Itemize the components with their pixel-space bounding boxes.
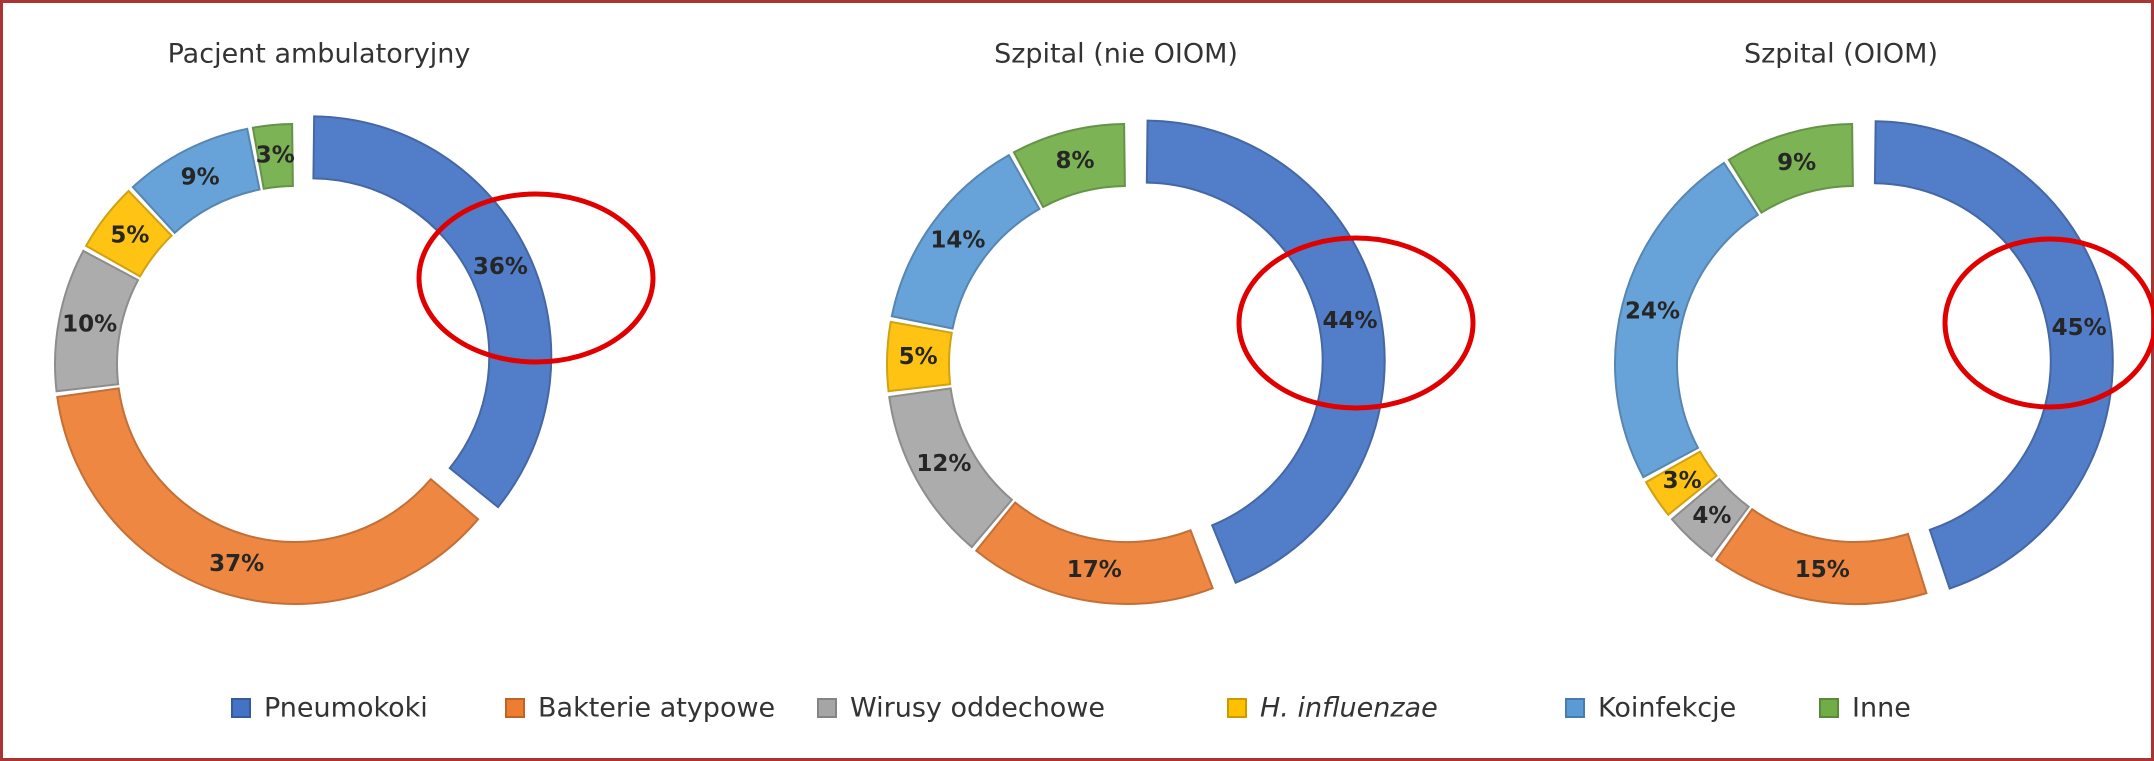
donut-slice (1012, 123, 1126, 209)
value-label: 8% (1055, 148, 1094, 174)
value-label: 17% (1067, 557, 1122, 583)
legend-label: Inne (1852, 693, 1911, 724)
donut-slice (312, 115, 553, 509)
value-label: 9% (1777, 150, 1816, 176)
value-label: 45% (2052, 315, 2107, 341)
donut-slice (974, 501, 1214, 606)
donut-slice (1644, 450, 1718, 517)
chart-title: Pacjent ambulatoryjny (168, 39, 471, 70)
legend-label: Koinfekcje (1598, 693, 1736, 724)
highlight-ellipse (1942, 236, 2154, 410)
value-label: 3% (1663, 468, 1702, 494)
highlight-ellipse (1236, 235, 1476, 411)
donut-slice (1727, 123, 1854, 214)
value-label: 10% (62, 311, 117, 337)
legend-swatch (1819, 698, 1839, 718)
donut-slice (251, 123, 294, 190)
value-label: 24% (1625, 299, 1680, 325)
donut-slice (886, 320, 953, 393)
value-label: 3% (256, 142, 295, 168)
value-label: 36% (473, 254, 528, 280)
donut-slice (56, 387, 480, 605)
annotations (416, 191, 2154, 411)
legend-label: Wirusy oddechowe (850, 693, 1105, 724)
legend-label: Bakterie atypowe (538, 693, 775, 724)
donut-slice (890, 153, 1041, 330)
value-label: 44% (1322, 308, 1377, 334)
legend-label: H. influenzae (1260, 693, 1438, 724)
highlight-ellipse (416, 191, 656, 365)
value-label: 5% (110, 222, 149, 248)
legend-swatch (1565, 698, 1585, 718)
value-label: 9% (181, 164, 220, 190)
legend-swatch (505, 698, 525, 718)
donut-slice (84, 189, 174, 278)
donut-slice (1670, 477, 1751, 558)
chart-title: Szpital (OIOM) (1744, 39, 1938, 70)
value-label: 14% (930, 228, 985, 254)
value-label: 4% (1692, 503, 1731, 529)
value-label: 5% (899, 344, 938, 370)
value-label: 12% (916, 451, 971, 477)
chart-title: Szpital (nie OIOM) (994, 39, 1238, 70)
legend-swatch (231, 698, 251, 718)
donut-slice (54, 249, 140, 393)
value-label: 37% (209, 551, 264, 577)
plots: Pacjent ambulatoryjny 36% 37% 10% 5% 9% 3% Szpi… (54, 39, 2114, 724)
donut-slice (1714, 507, 1928, 605)
value-label: 15% (1795, 557, 1850, 583)
donut-slice (131, 127, 261, 235)
donut-slice (1614, 161, 1760, 479)
legend-label: Pneumokoki (264, 693, 428, 724)
donut-slice (888, 387, 1014, 549)
legend-swatch (1227, 698, 1247, 718)
legend-swatch (817, 698, 837, 718)
